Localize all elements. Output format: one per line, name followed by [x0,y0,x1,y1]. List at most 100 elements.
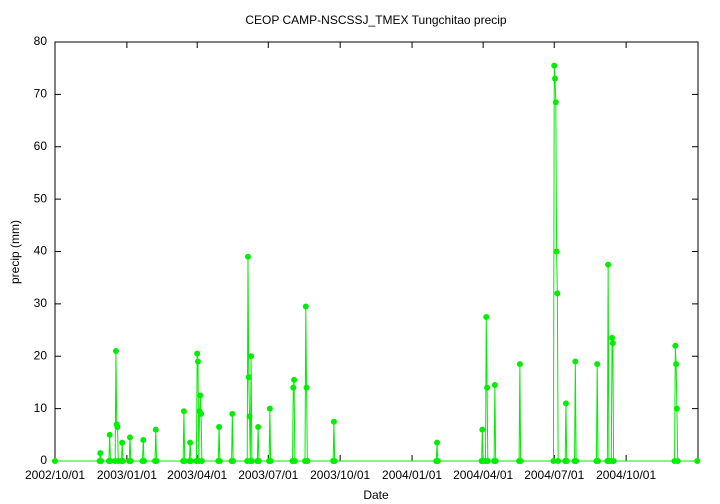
data-point [114,423,121,430]
data-point [245,374,252,381]
data-point [610,458,617,464]
x-tick-label: 2004/10/01 [596,468,656,482]
data-point [197,392,204,399]
data-point [187,458,194,464]
data-point [291,376,298,383]
data-point [516,361,523,368]
data-point [605,261,612,268]
data-point [141,458,148,464]
y-tick-label: 60 [34,139,48,153]
data-point [484,458,491,464]
data-point [302,303,309,310]
data-point [434,458,441,464]
data-point [52,458,58,464]
data-point [562,400,569,407]
data-point [304,458,311,464]
data-point [198,410,205,417]
data-point [594,458,601,464]
data-point [246,413,253,420]
data-point [290,384,297,391]
data-point [291,458,298,464]
data-point [572,358,579,365]
data-point [609,340,616,347]
data-point [609,334,616,341]
data-point [555,458,562,464]
data-point [550,458,557,464]
data-point [674,458,681,464]
data-point [434,439,441,446]
x-tick-label: 2004/07/01 [524,468,584,482]
data-point [479,426,486,433]
x-tick-label: 2004/01/01 [382,468,442,482]
data-line [55,65,698,462]
data-point [187,439,194,446]
y-tick-label: 50 [34,191,48,205]
data-point [181,458,188,464]
plot-frame [54,41,699,462]
x-tick-label: 2004/04/01 [453,468,513,482]
data-point [672,342,679,349]
data-point [127,434,134,441]
data-point [573,458,580,464]
data-point [180,408,187,415]
data-point [112,348,119,355]
data-point [216,423,223,430]
data-point [484,384,491,391]
data-point [673,405,680,412]
y-tick-label: 80 [34,34,48,48]
data-point [554,290,561,297]
data-point [244,253,251,260]
data-point [492,458,499,464]
y-tick-label: 70 [34,87,48,101]
data-point [552,75,559,82]
data-point [255,458,262,464]
data-point [563,458,570,464]
data-point [229,410,236,417]
data-point [119,439,126,446]
data-point [552,99,559,106]
y-tick-label: 10 [34,401,48,415]
data-point [127,458,134,464]
x-tick-label: 2003/01/01 [97,468,157,482]
data-point [331,458,338,464]
y-axis-label: precip (mm) [8,220,22,284]
data-point [694,458,701,464]
data-point [140,437,147,444]
x-tick-label: 2002/10/01 [25,468,85,482]
x-tick-label: 2003/07/01 [238,468,298,482]
data-point [491,382,498,389]
x-tick-label: 2003/10/01 [310,468,370,482]
data-point [153,458,160,464]
data-point [152,426,159,433]
chart-title: CEOP CAMP-NSCSSJ_TMEX Tungchitao precip [245,13,507,27]
data-point [216,458,223,464]
data-point [267,458,274,464]
data-point [194,358,201,365]
data-point [194,350,201,357]
data-point [248,353,255,360]
data-point [230,458,237,464]
data-point [553,248,560,255]
data-point [106,431,113,438]
data-point [248,458,255,464]
y-tick-label: 20 [34,348,48,362]
data-point [303,384,310,391]
data-point [517,458,524,464]
y-tick-label: 0 [40,453,47,467]
y-tick-label: 40 [34,244,48,258]
data-point [266,405,273,412]
data-point [551,62,558,69]
data-point [255,423,262,430]
data-point [330,418,337,425]
x-axis-label: Date [363,488,389,502]
data-point [483,313,490,320]
x-tick-label: 2003/04/01 [167,468,227,482]
data-point [107,458,114,464]
data-point [119,458,126,464]
data-point [198,458,205,464]
data-point [97,450,104,457]
y-tick-label: 30 [34,296,48,310]
data-point [594,361,601,368]
data-point [98,458,105,464]
